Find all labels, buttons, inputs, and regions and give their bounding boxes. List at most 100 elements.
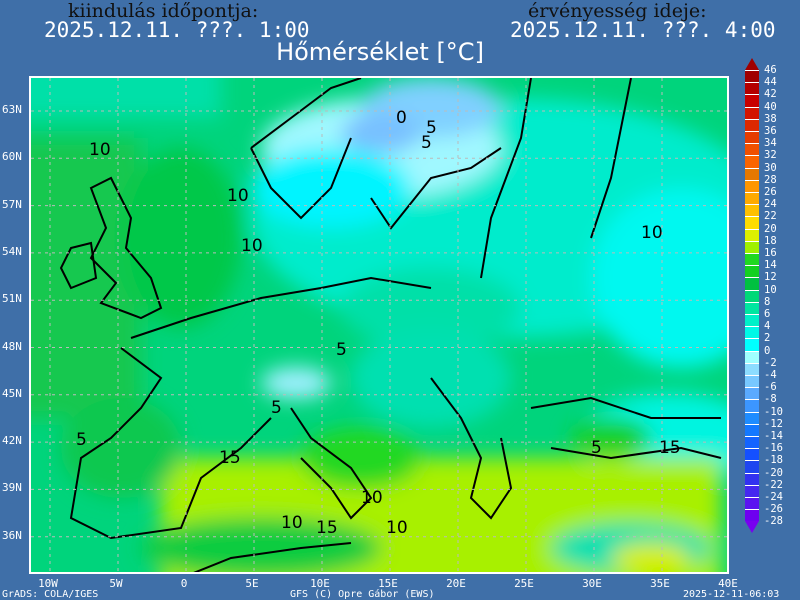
contour-label: 5: [421, 133, 432, 153]
legend-label: 14: [764, 259, 777, 272]
legend-swatch: [745, 484, 759, 497]
valid-time-label: érvényesség ideje:: [528, 0, 707, 22]
legend-swatch: [745, 436, 759, 449]
legend-label: 46: [764, 64, 777, 76]
legend-swatch: [745, 350, 759, 363]
longitude-label: 30E: [582, 577, 602, 590]
legend-swatch: [745, 497, 759, 510]
longitude-label: 40E: [718, 577, 738, 590]
contour-label: 5: [76, 430, 87, 450]
legend-swatch: [745, 509, 759, 522]
valid-time: 2025.12.11. ???. 4:00: [510, 18, 776, 42]
temperature-map: 10 10 10 5 0 5 5 5 5 10 15 15 15 10 10 10 5: [29, 76, 729, 574]
legend-label: -24: [764, 491, 783, 503]
legend-swatch: [745, 228, 759, 241]
temperature-shading: [31, 78, 727, 572]
latitude-label: 51N: [2, 292, 22, 306]
legend-swatch: [745, 253, 759, 266]
legend-label: 44: [764, 76, 777, 89]
legend-label: 16: [764, 247, 777, 259]
run-time-label: kiindulás időpontja:: [68, 0, 259, 22]
legend-label: -20: [764, 466, 783, 479]
legend-label: 10: [764, 283, 777, 296]
latitude-label: 45N: [2, 386, 22, 400]
legend-swatch: [745, 192, 759, 205]
legend-swatch: [745, 375, 759, 388]
map-title: Hőmérséklet [°C]: [276, 38, 484, 66]
latitude-label: 48N: [2, 339, 22, 353]
contour-label: 10: [281, 513, 303, 533]
longitude-label: 5W: [109, 577, 123, 590]
contour-label: 5: [336, 340, 347, 360]
longitude-label: 20E: [446, 577, 466, 590]
contour-label: 15: [659, 438, 681, 458]
longitude-label: 5E: [245, 577, 259, 590]
legend-swatch: [745, 216, 759, 229]
legend-label: 42: [764, 88, 777, 101]
legend-label: -18: [764, 454, 783, 467]
contour-label: 5: [426, 118, 437, 138]
latitude-label: 39N: [2, 481, 22, 495]
longitude-label: 10W: [38, 577, 58, 590]
contour-label: 10: [641, 223, 663, 243]
legend-label: 36: [764, 125, 777, 137]
legend-swatch: [745, 82, 759, 95]
legend-label: 34: [764, 137, 777, 150]
legend-swatch: [745, 179, 759, 192]
legend-swatch: [745, 265, 759, 278]
contour-label: 5: [271, 398, 282, 418]
footer-timestamp: 2025-12-11-06:03: [683, 589, 780, 600]
contour-label: 5: [591, 438, 602, 458]
longitude-label: 25E: [514, 577, 534, 590]
legend-swatch: [745, 204, 759, 217]
legend-label: -2: [764, 356, 777, 369]
legend-swatch: [745, 338, 759, 351]
legend-swatch: [745, 277, 759, 290]
legend-label: 32: [764, 149, 777, 162]
legend-label: -8: [764, 393, 777, 406]
legend-swatch: [745, 448, 759, 461]
legend-swatch: [745, 301, 759, 314]
legend-label: 2: [764, 332, 771, 345]
legend-label: 12: [764, 271, 777, 284]
legend-swatch: [745, 131, 759, 144]
latitude-label: 57N: [2, 197, 22, 211]
legend-swatch: [745, 460, 759, 473]
latitude-label: 60N: [2, 150, 22, 164]
contour-label: 10: [241, 236, 263, 256]
legend-label: 6: [764, 308, 771, 320]
run-time: 2025.12.11. ???. 1:00: [44, 18, 310, 42]
legend-label: 38: [764, 112, 777, 125]
legend-swatch: [745, 70, 759, 83]
legend-swatch: [745, 472, 759, 485]
legend-label: -16: [764, 442, 783, 455]
legend-label: -12: [764, 417, 783, 430]
contour-label: 10: [386, 518, 408, 538]
legend-swatch: [745, 240, 759, 253]
latitude-label: 42N: [2, 434, 22, 448]
contour-label: 15: [316, 518, 338, 538]
contour-label: 15: [219, 448, 241, 468]
legend-swatch: [745, 118, 759, 131]
legend-label: -26: [764, 503, 783, 516]
legend-label: 28: [764, 173, 777, 186]
legend-label: 40: [764, 100, 777, 113]
legend-label: 4: [764, 320, 771, 333]
legend-swatch: [745, 326, 759, 339]
latitude-label: 54N: [2, 244, 22, 258]
contour-label: 10: [361, 488, 383, 508]
legend-swatch: [745, 411, 759, 424]
legend-label: 26: [764, 186, 777, 198]
legend-label: 24: [764, 198, 777, 211]
legend-swatch: [745, 167, 759, 180]
contour-label: 10: [227, 186, 249, 206]
legend-label: 20: [764, 222, 777, 235]
legend-swatch: [745, 423, 759, 436]
legend-label: -14: [764, 430, 783, 442]
legend-label: 18: [764, 234, 777, 247]
legend-swatch: [745, 94, 759, 107]
contour-label: 0: [396, 108, 407, 128]
latitude-label: 36N: [2, 528, 22, 542]
legend-label: -4: [764, 369, 777, 381]
graticule: [31, 78, 727, 572]
